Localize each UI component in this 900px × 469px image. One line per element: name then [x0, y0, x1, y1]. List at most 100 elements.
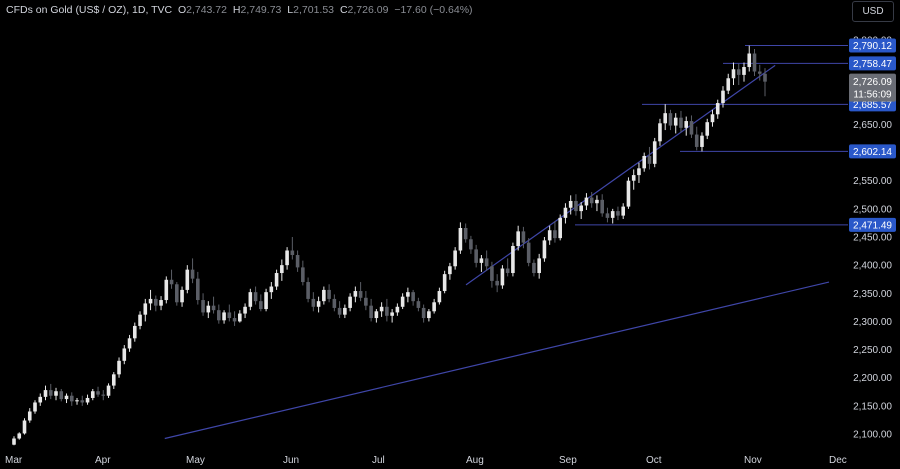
candle-body [400, 296, 405, 307]
candle-body [259, 301, 263, 310]
candle-body [274, 273, 279, 287]
time-tick-label: Jun [283, 455, 299, 466]
candle-body [122, 348, 127, 361]
candle-body [574, 200, 578, 212]
low-value: 2,701.53 [293, 4, 335, 16]
candle-body [364, 297, 368, 306]
candle-body [537, 258, 541, 274]
candle-body [521, 231, 526, 243]
high-label: H [232, 4, 241, 16]
candle-body [736, 69, 741, 75]
candle-body [243, 306, 247, 314]
candle-body [731, 69, 736, 79]
candle-body [353, 291, 358, 297]
candle-body [390, 312, 394, 316]
candle-body [705, 122, 710, 136]
candle-body [416, 301, 421, 308]
candle-body [374, 311, 379, 319]
candle-body [579, 205, 583, 212]
candle-body [337, 307, 342, 315]
candle-body [301, 267, 305, 283]
level-tag [849, 144, 896, 159]
symbol-title[interactable]: CFDs on Gold (US$ / OZ), 1D, TVC [6, 4, 173, 16]
candle-body [358, 291, 363, 298]
candle-body [595, 199, 599, 204]
chart-legend: CFDs on Gold (US$ / OZ), 1D, TVC O2,743.… [6, 4, 473, 16]
candle-body [269, 286, 274, 293]
candle-body [652, 141, 657, 164]
candle-body [516, 231, 520, 247]
candle-body [38, 396, 43, 403]
candle-body [642, 155, 647, 169]
price-tick-label: 2,400.00 [853, 261, 892, 272]
candle-body [448, 266, 452, 275]
candle-body [511, 246, 515, 274]
candle-body [584, 197, 589, 206]
candle-body [742, 67, 746, 75]
candle-body [111, 374, 116, 386]
high-value: 2,749.73 [240, 4, 282, 16]
candle-body [542, 240, 547, 259]
time-tick-label: Apr [95, 455, 111, 466]
time-axis[interactable]: Mar Apr May Jun Jul Aug Sep Oct Nov Dec [5, 455, 847, 466]
candle-body [101, 394, 106, 396]
trendline-1 [164, 281, 830, 440]
candle-body [605, 213, 610, 218]
candle-body [232, 318, 237, 322]
candle-body [185, 269, 190, 290]
candle-body [437, 291, 442, 303]
candle-body [484, 258, 489, 267]
price-tick-label: 2,150.00 [853, 401, 892, 412]
candle-body [117, 360, 121, 375]
price-tick-label: 2,100.00 [853, 430, 892, 441]
candle-body [280, 265, 284, 274]
bar-countdown-label: 11:56:09 [853, 90, 892, 101]
candle-body [96, 391, 100, 395]
candle-body [143, 303, 148, 315]
candle-body [626, 180, 631, 207]
candle-body [343, 307, 347, 315]
candle-body [479, 258, 484, 263]
candle-body [290, 250, 295, 256]
candle-body [721, 90, 725, 104]
last-price-tag [849, 73, 896, 102]
candle-body [490, 266, 494, 281]
time-tick-label: Jul [372, 455, 385, 466]
candle-body [647, 155, 652, 164]
candle-body [12, 438, 16, 445]
last-price-label: 2,726.09 [853, 77, 892, 88]
price-tick-label: 2,650.00 [853, 120, 892, 131]
candle-body [610, 211, 615, 218]
candle-body [547, 230, 552, 241]
candle-body [33, 402, 37, 412]
candle-body [600, 199, 604, 214]
candle-body [69, 395, 74, 402]
candle-body [679, 117, 683, 128]
level-tag-label: 2,758.47 [853, 59, 892, 70]
candle-body [658, 123, 662, 142]
candle-body [164, 279, 169, 301]
candle-body [563, 207, 568, 218]
candle-body [668, 113, 673, 126]
candle-body [348, 296, 352, 308]
candle-body [180, 289, 184, 303]
price-tick-label: 2,200.00 [853, 373, 892, 384]
open-label: O [177, 4, 187, 16]
candle-body [379, 306, 384, 312]
level-tag [849, 38, 896, 53]
candle-body [64, 395, 69, 400]
price-tick-label: 2,450.00 [853, 233, 892, 244]
price-axis[interactable]: 2,100.00 2,150.00 2,200.00 2,250.00 2,300.00… [853, 36, 892, 441]
time-tick-label: May [186, 455, 205, 466]
candle-body [684, 121, 689, 128]
time-tick-label: Aug [466, 455, 484, 466]
candle-body [75, 400, 79, 402]
candle-body [757, 71, 762, 74]
price-tick-label: 2,250.00 [853, 345, 892, 356]
currency-button[interactable]: USD [852, 1, 894, 22]
candle-body [48, 390, 53, 396]
candle-body [295, 255, 300, 268]
candle-body [206, 305, 211, 313]
candle-body [442, 274, 447, 292]
